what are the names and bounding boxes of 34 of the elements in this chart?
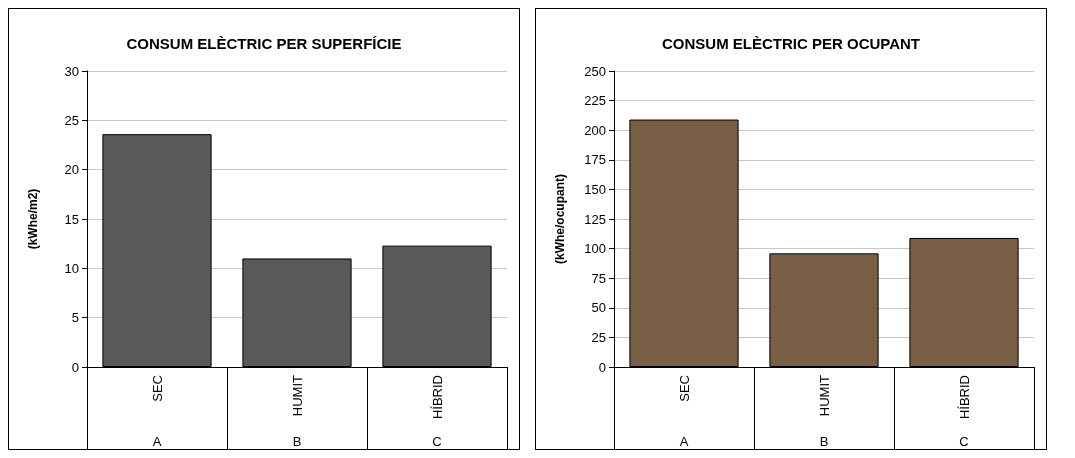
y-axis-title: (kWhe/ocupant)	[553, 174, 567, 264]
y-tick-label: 50	[591, 300, 606, 316]
y-axis-title: (kWhe/m2)	[26, 188, 40, 250]
y-tick-label: 125	[584, 211, 606, 227]
text: A	[152, 434, 162, 449]
y-tick-label: 25	[64, 112, 79, 128]
y-tick-label: 200	[584, 122, 606, 138]
y-tick-label: 25	[591, 329, 606, 345]
x-tick-label: SEC	[676, 375, 692, 402]
text: B	[292, 434, 302, 449]
text: B	[819, 434, 829, 449]
y-tick-label: 100	[584, 241, 606, 257]
x-tick-label: HÍBRID	[956, 375, 972, 420]
x-tick-label: HUMIT	[289, 374, 305, 417]
y-tick-label: 175	[584, 152, 606, 168]
text: C	[432, 434, 442, 449]
chart-title: CONSUM ELÈCTRIC PER SUPERFÍCIE	[126, 35, 402, 52]
x-tick-label: HÍBRID	[429, 375, 445, 420]
y-tick-label: 5	[71, 310, 79, 326]
y-tick-label: 0	[71, 359, 79, 375]
y-tick-label: 225	[584, 93, 606, 109]
chart-title: CONSUM ELÈCTRIC PER OCUPANT	[661, 35, 921, 52]
y-tick-label: 15	[64, 211, 79, 227]
y-tick-label: 20	[64, 162, 79, 178]
x-tick-label: SEC	[149, 375, 165, 402]
y-tick-label: 150	[584, 181, 606, 197]
y-tick-label: 0	[598, 359, 606, 375]
y-tick-label: 10	[64, 260, 79, 276]
y-tick-label: 75	[591, 270, 606, 286]
text: C	[959, 434, 969, 449]
y-tick-label: 250	[584, 63, 606, 79]
text: A	[679, 434, 689, 449]
x-tick-label: HUMIT	[816, 374, 832, 417]
y-tick-label: 30	[64, 63, 79, 79]
